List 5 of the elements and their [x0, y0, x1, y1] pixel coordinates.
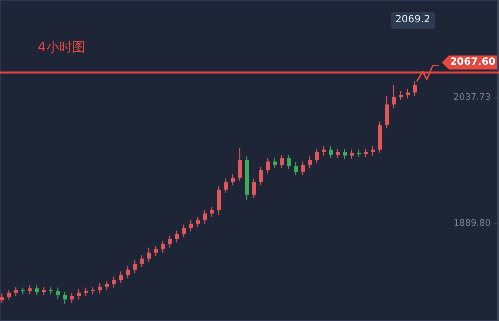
y-tick-label: 1889.80 [454, 219, 492, 230]
ref-line-label: 2067.60 [450, 57, 496, 68]
y-tick-label: 2037.73 [454, 93, 491, 104]
text: 4小时图 [38, 40, 86, 56]
annotation: 2069.2 [396, 14, 431, 26]
